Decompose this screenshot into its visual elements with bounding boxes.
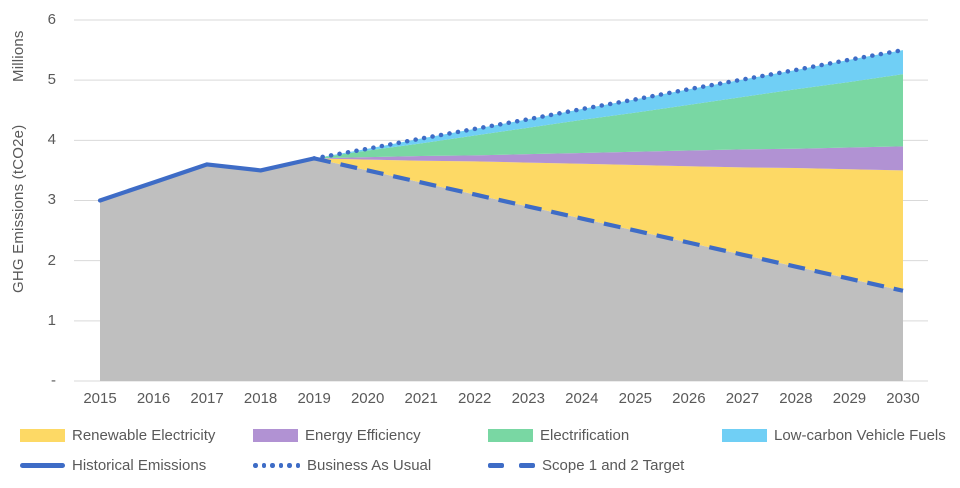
legend-item-renewable-electricity: Renewable Electricity [20, 427, 215, 444]
y-tick-3: 3 [47, 191, 56, 209]
legend-swatch-dotted-line [253, 463, 300, 468]
legend-item-historical-emissions: Historical Emissions [20, 457, 206, 474]
x-tick-2026: 2026 [672, 390, 706, 407]
legend-swatch-area [722, 429, 767, 442]
legend-label: Energy Efficiency [305, 427, 421, 444]
legend-swatch-area [488, 429, 533, 442]
legend-label: Low-carbon Vehicle Fuels [774, 427, 946, 444]
legend-swatch-area [20, 429, 65, 442]
line-historical-emissions [97, 156, 317, 203]
legend-item-low-carbon-vehicle-fuels: Low-carbon Vehicle Fuels [722, 427, 946, 444]
legend-swatch-area [253, 429, 298, 442]
x-tick-2015: 2015 [83, 390, 117, 407]
legend-label: Business As Usual [307, 457, 432, 474]
y-tick-1: 1 [47, 311, 56, 329]
x-tick-2029: 2029 [832, 390, 867, 407]
x-tick-2022: 2022 [458, 390, 492, 407]
x-tick-2020: 2020 [350, 390, 385, 407]
area-base-gray [100, 158, 903, 381]
y-tick-2: 2 [47, 251, 56, 269]
legend-swatch-solid-line [20, 463, 65, 468]
y-tick-5: 5 [47, 71, 56, 89]
x-tick-2030: 2030 [886, 390, 920, 407]
x-tick-2028: 2028 [779, 390, 813, 407]
area-energy-efficiency [314, 146, 903, 171]
line-business-as-usual [311, 47, 906, 161]
legend-label: Historical Emissions [72, 457, 207, 474]
legend-item-energy-efficiency: Energy Efficiency [253, 427, 421, 444]
legend-label: Scope 1 and 2 Target [542, 457, 685, 474]
plot-area [74, 19, 928, 382]
x-tick-2024: 2024 [565, 390, 599, 407]
legend-swatch-dashed-line [488, 463, 535, 468]
legend-label: Renewable Electricity [72, 427, 216, 444]
x-tick-2016: 2016 [136, 390, 171, 407]
x-tick-2027: 2027 [725, 390, 760, 407]
y-tick-4: 4 [47, 131, 56, 149]
x-tick-2017: 2017 [190, 390, 224, 407]
x-tick-2021: 2021 [404, 390, 438, 407]
x-tick-2018: 2018 [243, 390, 278, 407]
legend-item-electrification: Electrification [488, 427, 629, 444]
y-tick-6: 6 [47, 11, 56, 29]
x-tick-2019: 2019 [297, 390, 331, 407]
y-tick--: - [51, 372, 56, 390]
area-electrification [314, 74, 903, 159]
line-scope-1-and-2-target [313, 156, 904, 293]
x-tick-2025: 2025 [618, 390, 653, 407]
legend-label: Electrification [540, 427, 630, 444]
legend-item-business-as-usual: Business As Usual [253, 457, 431, 474]
x-tick-2023: 2023 [511, 390, 545, 407]
legend-item-scope-1-and-2-target: Scope 1 and 2 Target [488, 457, 684, 474]
